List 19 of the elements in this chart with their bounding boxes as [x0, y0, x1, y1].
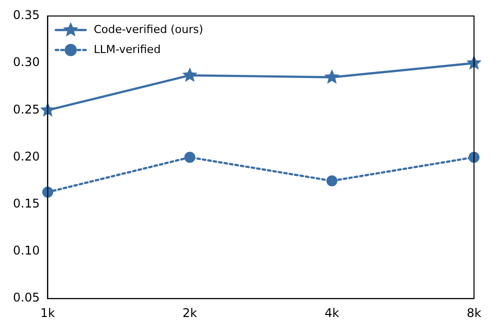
y-tick-label: 0.35	[13, 8, 40, 22]
point	[324, 69, 340, 84]
x-tick-label: 8k	[466, 306, 482, 320]
y-tick-label: 0.20	[13, 149, 40, 164]
point	[182, 67, 198, 82]
y-tick-label: 0.05	[13, 290, 40, 305]
legend-label: LLM-verified	[94, 42, 161, 56]
legend-label: Code-verified (ours)	[94, 22, 204, 36]
y-tick-label: 0.25	[13, 102, 40, 116]
x-tick-label: 4k	[324, 306, 340, 320]
y-tick-label: 0.15	[13, 196, 40, 211]
x-tick-label: 2k	[182, 306, 198, 320]
point	[326, 175, 338, 186]
point	[466, 55, 482, 70]
x-tick-label: 1k	[40, 306, 56, 320]
point	[184, 152, 196, 163]
y-tick-label: 0.10	[13, 244, 40, 258]
y-tick-label: 0.30	[13, 55, 40, 70]
point	[40, 102, 56, 117]
